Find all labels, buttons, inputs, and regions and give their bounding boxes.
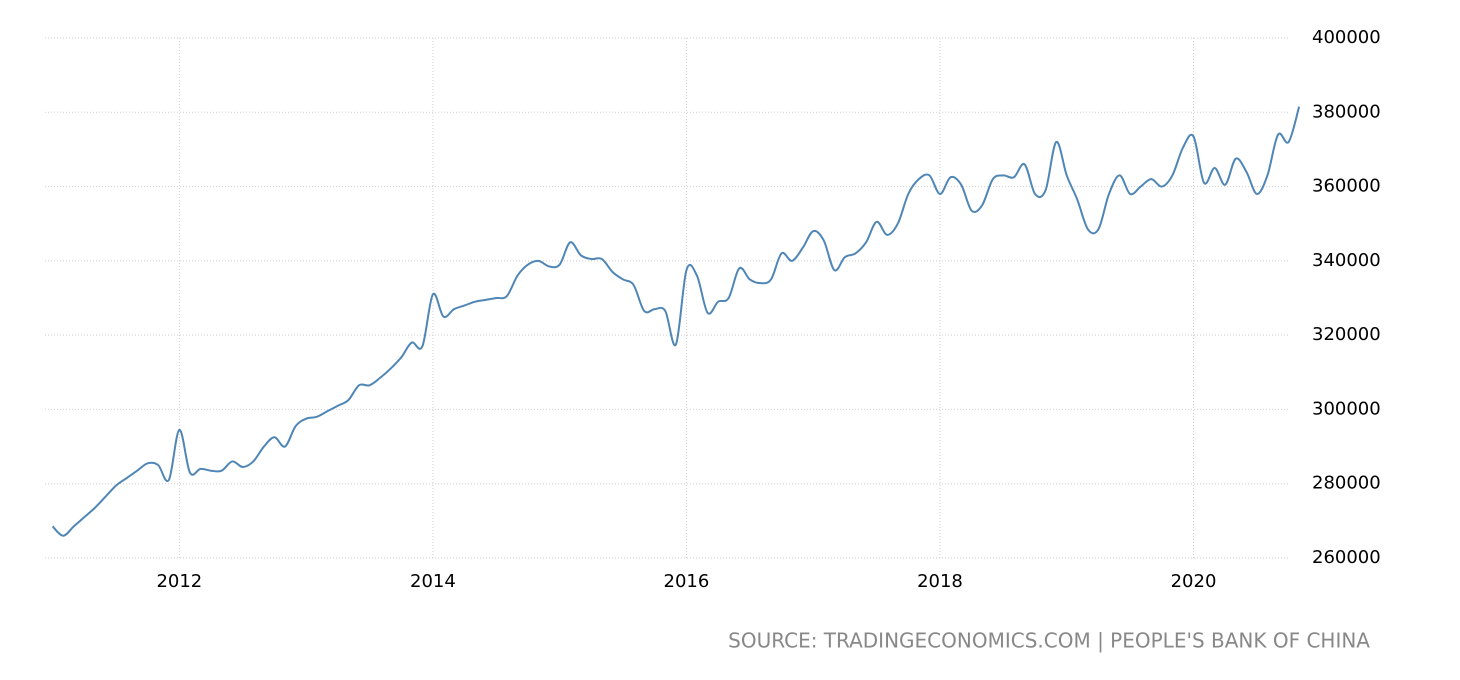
y-tick-label: 300000 <box>1312 398 1381 419</box>
y-tick-label: 360000 <box>1312 176 1381 197</box>
y-tick-label: 260000 <box>1312 547 1381 568</box>
x-tick-label: 2018 <box>917 571 963 592</box>
x-tick-label: 2016 <box>664 571 710 592</box>
y-tick-label: 380000 <box>1312 101 1381 122</box>
x-tick-label: 2012 <box>156 571 202 592</box>
x-tick-label: 2014 <box>410 571 456 592</box>
y-tick-label: 400000 <box>1312 27 1381 48</box>
x-tick-label: 2020 <box>1171 571 1217 592</box>
y-tick-label: 340000 <box>1312 250 1381 271</box>
data-line <box>51 106 1301 537</box>
y-tick-label: 280000 <box>1312 473 1381 494</box>
source: SOURCE: TRADINGECONOMICS.COM | PEOPLE'S … <box>728 629 1370 653</box>
y-tick-label: 320000 <box>1312 324 1381 345</box>
